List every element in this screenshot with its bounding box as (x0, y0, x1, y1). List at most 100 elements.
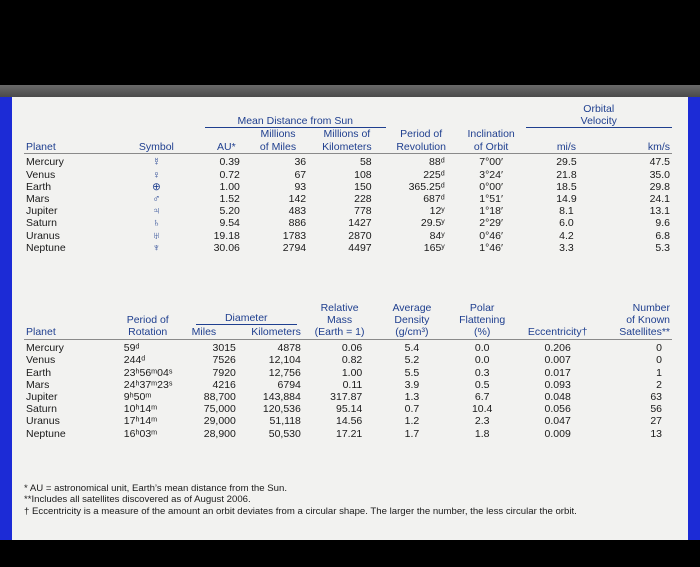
cell-km: 143,884 (262, 390, 301, 403)
cell-km: 12,756 (268, 366, 301, 379)
cell-miles: 75,000 (203, 403, 236, 416)
cell-ecc: 0.093 (544, 378, 571, 391)
cell-dens: 5.2 (404, 354, 420, 367)
cell-incl: 1°46′ (479, 241, 503, 254)
cell-miles: 3015 (212, 342, 236, 355)
col-known-satellites: Number of Known Satellites** (619, 302, 670, 339)
cell-period: 365.25ᵈ (408, 180, 445, 193)
cell-km: 58 (359, 156, 372, 169)
cell-planet: Mars (26, 378, 50, 391)
cell-dens: 5.4 (404, 342, 420, 355)
cell-sat: 1 (656, 366, 662, 379)
col-mi-per-s: mi/s (556, 140, 577, 153)
cell-flat: 0.0 (474, 354, 490, 367)
cell-rot: 9ʰ50ᵐ (123, 390, 152, 403)
cell-planet: Mercury (26, 342, 64, 355)
cell-ecc: 0.047 (544, 415, 571, 428)
cell-km: 1427 (348, 217, 372, 230)
footnote-satellites: **Includes all satellites discovered as … (24, 494, 251, 506)
footnote-au: * AU = astronomical unit, Earth’s mean d… (24, 483, 287, 494)
table-row: Earth ⊕ 1.00 93 150 365.25ᵈ 0°00′ 18.5 29.8 (24, 181, 672, 193)
cell-mass: 0.82 (341, 354, 363, 367)
col-diameter-group: Diameter Miles Kilometers (191, 312, 301, 339)
cell-sat: 2 (656, 378, 662, 391)
cell-period: 687ᵈ (423, 192, 445, 205)
table-row: Venus 244ᵈ 7526 12,104 0.82 5.2 0.0 0.007 0 (24, 354, 672, 366)
cell-kms: 35.0 (649, 168, 670, 181)
cell-flat: 0.5 (474, 378, 490, 391)
cell-mis: 18.5 (556, 180, 577, 193)
cell-miles: 7526 (212, 354, 236, 367)
col-symbol: Symbol (138, 140, 174, 153)
cell-planet: Earth (26, 366, 52, 379)
table-row: Jupiter ♃ 5.20 483 778 12ʸ 1°18′ 8.1 13.1 (24, 205, 672, 217)
cell-planet: Mercury (26, 156, 64, 169)
cell-sat: 0 (656, 354, 662, 367)
cell-planet: Neptune (26, 427, 66, 440)
cell-planet: Venus (26, 354, 56, 367)
cell-km: 50,530 (268, 427, 301, 440)
cell-symbol: ♅ (152, 229, 161, 242)
cell-symbol: ♀ (152, 168, 161, 181)
table-row: Uranus 17ʰ14ᵐ 29,000 51,118 14.56 1.2 2.3 0.047… (24, 415, 672, 427)
col-diameter-miles: Miles (191, 326, 217, 339)
cell-mass: 0.11 (342, 378, 363, 391)
cell-period: 225ᵈ (423, 168, 445, 181)
col-average-density: Average Density (g/cm³) (392, 302, 432, 339)
cell-mass: 0.06 (341, 342, 363, 355)
cell-symbol: ♆ (152, 241, 161, 254)
col-period-revolution: Period of Revolution (396, 128, 446, 153)
cell-au: 1.52 (219, 192, 240, 205)
col-polar-flattening: Polar Flattening (%) (459, 302, 506, 339)
cell-mis: 4.2 (559, 229, 574, 242)
cell-km: 6794 (277, 378, 301, 391)
col-relative-mass: Relative Mass (Earth = 1) (314, 302, 365, 339)
cell-kms: 9.6 (655, 217, 670, 230)
cell-km: 51,118 (269, 415, 301, 428)
cell-mass: 14.56 (335, 415, 363, 428)
cell-km: 4497 (348, 241, 372, 254)
physical-data-table: Planet Period of Rotation Diameter Miles … (24, 302, 672, 440)
cell-km: 12,104 (268, 354, 301, 367)
orbital-data-table: Mean Distance from Sun Orbital Velocity … (24, 103, 672, 254)
table2-column-header: Planet Period of Rotation Diameter Miles … (24, 302, 672, 339)
cell-rot: 244ᵈ (123, 354, 146, 367)
cell-planet: Jupiter (26, 390, 58, 403)
col-inclination: Inclination of Orbit (467, 128, 515, 153)
cell-incl: 2°29′ (479, 217, 503, 230)
cell-mass: 17.21 (335, 427, 363, 440)
table-row: Mars 24ʰ37ᵐ23ˢ 4216 6794 0.11 3.9 0.5 0.093 2 (24, 379, 672, 391)
cell-au: 0.39 (219, 156, 240, 169)
right-accent-bar (688, 97, 700, 540)
table-row: Earth 23ʰ56ᵐ04ˢ 7920 12,756 1.00 5.5 0.3 0.017 1 (24, 367, 672, 379)
cell-flat: 6.7 (474, 390, 490, 403)
cell-kms: 13.1 (649, 205, 670, 218)
table1-body: Mercury ☿ 0.39 36 58 88ᵈ 7°00′ 29.5 47.5 Venus ♀ 0.… (24, 156, 672, 254)
col-km-per-s: km/s (647, 140, 670, 153)
cell-sat: 0 (656, 342, 662, 355)
cell-planet: Saturn (26, 217, 57, 230)
cell-incl: 1°18′ (479, 205, 503, 218)
cell-ecc: 0.009 (544, 427, 571, 440)
cell-flat: 0.0 (474, 342, 490, 355)
cell-au: 0.72 (219, 168, 240, 181)
cell-mis: 8.1 (559, 205, 574, 218)
cell-au: 9.54 (219, 217, 240, 230)
group-orbital-velocity: Orbital Velocity (525, 103, 672, 129)
cell-km: 108 (354, 168, 372, 181)
cell-sat: 13 (650, 427, 662, 440)
col-millions-km: Millions of Kilometers (322, 128, 372, 153)
cell-symbol: ☿ (152, 156, 161, 169)
cell-miles: 2794 (282, 241, 307, 254)
cell-kms: 24.1 (649, 192, 670, 205)
cell-incl: 0°00′ (479, 180, 503, 193)
cell-dens: 5.5 (404, 366, 420, 379)
cell-period: 88ᵈ (429, 156, 445, 169)
cell-symbol: ♃ (152, 205, 161, 218)
cell-dens: 1.3 (404, 390, 420, 403)
cell-flat: 2.3 (474, 415, 490, 428)
cell-ecc: 0.017 (544, 366, 571, 379)
cell-au: 19.18 (213, 229, 240, 242)
cell-flat: 1.8 (474, 427, 490, 440)
col-planet: Planet (26, 140, 56, 153)
